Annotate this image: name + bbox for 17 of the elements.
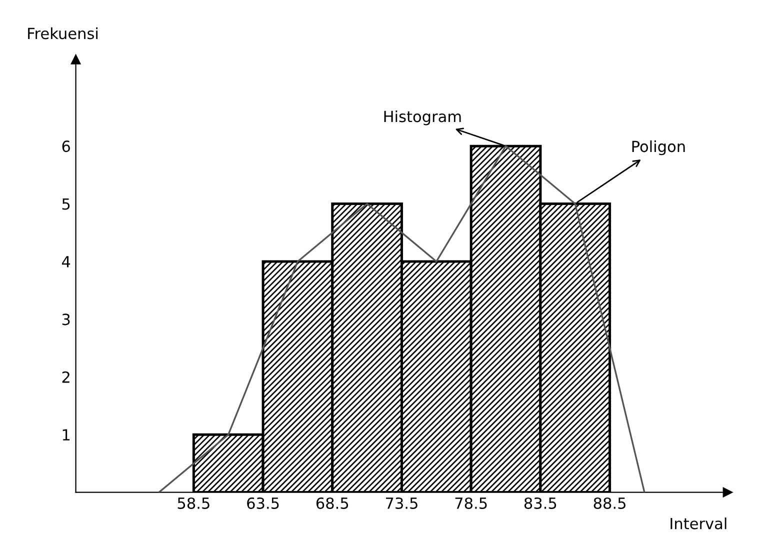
- x-tick-label: 83.5: [524, 497, 556, 509]
- x-tick-label: 88.5: [594, 497, 626, 509]
- y-tick-label: 2: [62, 371, 70, 383]
- x-tick-label: 68.5: [316, 497, 348, 509]
- x-tick-label: 63.5: [247, 497, 279, 509]
- y-tick-label: 6: [62, 140, 70, 152]
- annotation: Poligon: [632, 140, 685, 156]
- y-tick-label: 3: [62, 314, 70, 326]
- y-tick-label: 4: [62, 256, 70, 268]
- y-axis-title: Frekuensi: [28, 27, 98, 40]
- x-tick-label: 58.5: [178, 497, 210, 509]
- y-tick-label: 1: [62, 429, 70, 440]
- x-tick-label: 73.5: [386, 497, 418, 509]
- annotation: Histogram: [384, 110, 461, 126]
- x-axis-title: Interval: [670, 518, 726, 530]
- y-tick-label: 5: [62, 198, 70, 210]
- x-tick-label: 78.5: [455, 497, 487, 509]
